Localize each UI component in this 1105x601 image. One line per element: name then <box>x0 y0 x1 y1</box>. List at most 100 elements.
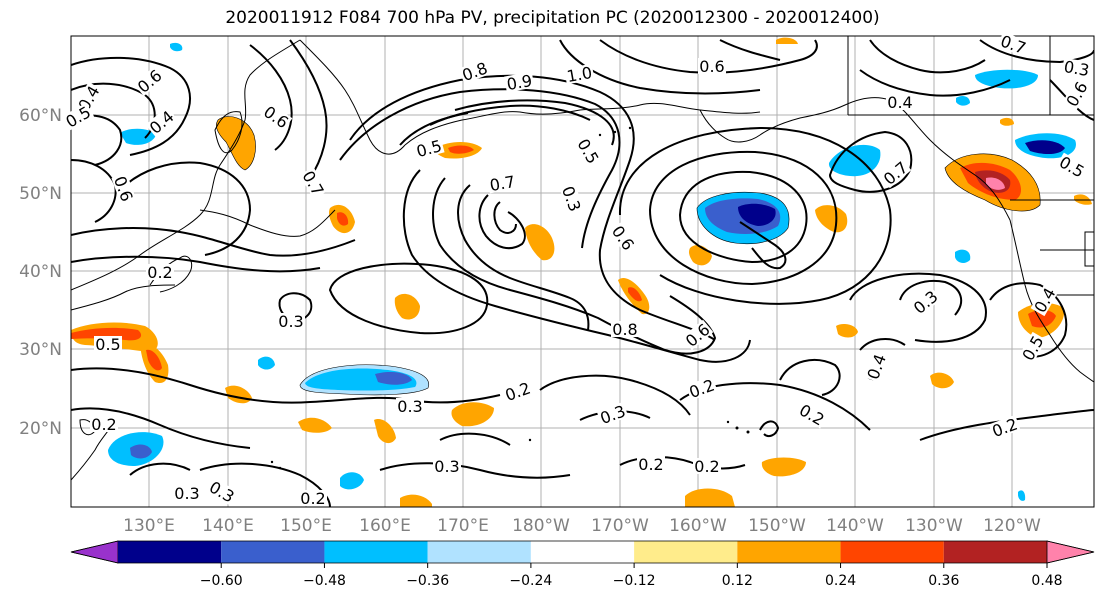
contour-label: 0.7 <box>487 172 518 195</box>
contour-label: 0.2 <box>637 455 665 474</box>
colorbar-tick-label: 0.48 <box>1031 573 1062 589</box>
longitude-label: 180°W <box>512 516 570 536</box>
contour-label-text: 0.3 <box>174 484 199 503</box>
longitude-label: 120°W <box>983 516 1041 536</box>
precip-anomaly-negative <box>1025 140 1065 155</box>
colorbar-tick-label: 0.12 <box>722 573 753 589</box>
colorbar-extend-low <box>70 540 119 564</box>
colorbar-tick-labels: −0.60 −0.48 −0.36 −0.24 −0.12 0.12 0.24 0.36 0.4… <box>200 563 1063 589</box>
precip-anomaly-positive <box>394 293 420 320</box>
colorbar-segment <box>221 541 325 563</box>
contour-label-text: 0.6 <box>699 57 724 76</box>
contour-label: 0.4 <box>886 93 914 112</box>
contour-label: 0.3 <box>277 312 305 331</box>
coastlines <box>71 36 1094 481</box>
colorbar-extend-high <box>1046 540 1095 564</box>
longitude-label: 170°E <box>437 516 489 536</box>
contour-label: 0.5 <box>1018 331 1048 365</box>
longitude-label: 150°E <box>280 516 332 536</box>
precip-anomaly-negative <box>955 249 971 264</box>
precip-anomaly-negative <box>120 128 156 145</box>
colorbar-tick-label: −0.12 <box>613 573 656 589</box>
longitude-label: 160°E <box>359 516 411 536</box>
precip-anomaly-negative <box>170 42 183 52</box>
precip-shading <box>71 37 1092 507</box>
contour-label-text: 0.3 <box>278 312 303 331</box>
contour-label: 0.9 <box>504 71 535 94</box>
contour-label-text: 0.2 <box>638 455 663 474</box>
colorbar-segment <box>530 541 635 563</box>
colorbar-tick-label: 0.36 <box>928 573 959 589</box>
contour-label: 0.3 <box>396 397 424 416</box>
longitude-label: 130°E <box>123 516 175 536</box>
precip-anomaly-positive <box>986 177 1005 190</box>
map-title: 2020011912 F084 700 hPa PV, precipitatio… <box>225 8 880 28</box>
longitude-labels: 130°E 140°E 150°E 160°E 170°E 180°W 170°W 160°W… <box>123 516 1041 536</box>
contour-label-text: 0.7 <box>488 172 516 195</box>
precip-anomaly-negative <box>956 95 970 106</box>
colorbar-tick-label: −0.48 <box>303 573 346 589</box>
precip-anomaly-positive <box>337 212 349 226</box>
contour-label-text: 0.2 <box>91 415 116 434</box>
precip-anomaly-positive <box>836 324 858 338</box>
precip-anomaly-positive <box>776 37 798 44</box>
contour-label: 0.8 <box>611 320 639 339</box>
contour-label-text: 0.2 <box>694 457 719 476</box>
contour-label-text: 0.2 <box>300 489 325 508</box>
longitude-label: 140°W <box>826 516 884 536</box>
colorbar-segment <box>737 541 841 563</box>
precip-anomaly-positive <box>815 205 848 233</box>
contour-label: 0.2 <box>146 263 174 282</box>
contour-label: 0.2 <box>90 415 118 434</box>
colorbar-tick-label: −0.36 <box>406 573 449 589</box>
precip-anomaly-negative <box>975 69 1038 89</box>
pv-contours <box>71 39 1094 507</box>
contour-label-text: 0.8 <box>612 320 637 339</box>
precip-anomaly-positive <box>451 402 494 427</box>
precip-anomaly-negative <box>1018 490 1026 501</box>
precip-anomaly-positive <box>1000 117 1014 126</box>
precip-anomaly-positive <box>146 349 162 371</box>
precip-anomaly-positive <box>400 494 432 507</box>
contour-label: 0.3 <box>173 484 201 503</box>
longitude-label: 140°E <box>202 516 254 536</box>
longitude-label: 150°W <box>748 516 806 536</box>
colorbar-tick-label: 0.24 <box>825 573 856 589</box>
contour-label: 0.8 <box>458 58 491 85</box>
contour-label: 0.2 <box>299 489 327 508</box>
precip-anomaly-negative <box>258 356 275 370</box>
contour-label: 0.3 <box>1061 57 1092 80</box>
longitude-label: 130°W <box>905 516 963 536</box>
contour-label-text: 0.4 <box>887 93 912 112</box>
precip-anomaly-positive <box>628 287 642 302</box>
contour-label-text: 0.3 <box>397 397 422 416</box>
colorbar-segment <box>324 541 428 563</box>
precip-outlines <box>216 116 1041 396</box>
precip-anomaly-positive <box>374 419 396 444</box>
latitude-label: 20°N <box>19 419 62 439</box>
colorbar <box>70 540 1095 564</box>
contour-label-text: 1.0 <box>565 63 593 86</box>
precip-anomaly-negative <box>130 444 152 459</box>
precip-anomaly-positive <box>448 145 474 154</box>
precip-anomaly-positive <box>1028 310 1056 328</box>
contour-label-text: 0.2 <box>147 263 172 282</box>
precip-anomaly-positive <box>685 488 735 507</box>
colorbar-segment <box>118 541 222 563</box>
latitude-label: 30°N <box>19 340 62 360</box>
precip-anomaly-negative <box>738 203 776 226</box>
latitude-label: 40°N <box>19 262 62 282</box>
colorbar-segment <box>634 541 738 563</box>
colorbar-tick-label: −0.60 <box>200 573 243 589</box>
precip-anomaly-positive <box>71 327 142 341</box>
colorbar-tick-label: −0.24 <box>509 573 552 589</box>
contour-label: 0.5 <box>94 335 122 354</box>
precip-anomaly-positive <box>298 417 332 433</box>
latitude-label: 50°N <box>19 184 62 204</box>
contour-label-text: 0.3 <box>434 457 459 476</box>
longitude-label: 170°W <box>591 516 649 536</box>
contour-label-text: 0.5 <box>95 335 120 354</box>
contour-label-text: 0.3 <box>1062 57 1090 80</box>
contour-label: 0.6 <box>698 57 726 76</box>
